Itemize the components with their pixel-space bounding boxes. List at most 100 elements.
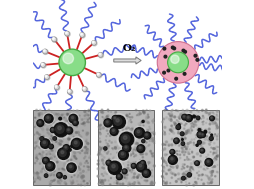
Circle shape <box>56 161 58 163</box>
Circle shape <box>64 176 66 178</box>
Circle shape <box>207 167 208 169</box>
Circle shape <box>216 150 218 152</box>
Circle shape <box>74 141 77 144</box>
Circle shape <box>65 32 70 36</box>
Text: O₂: O₂ <box>123 44 137 53</box>
Circle shape <box>212 122 214 125</box>
Circle shape <box>190 166 192 168</box>
Circle shape <box>138 146 142 151</box>
Circle shape <box>42 140 47 146</box>
Circle shape <box>210 141 211 142</box>
Circle shape <box>125 159 126 160</box>
Circle shape <box>171 115 173 116</box>
Circle shape <box>174 123 177 125</box>
Circle shape <box>115 127 116 128</box>
Circle shape <box>204 138 206 140</box>
Circle shape <box>109 124 111 126</box>
Circle shape <box>53 174 55 176</box>
Circle shape <box>69 150 70 152</box>
Circle shape <box>171 138 173 140</box>
Circle shape <box>162 143 164 146</box>
Circle shape <box>47 116 49 119</box>
Circle shape <box>145 133 149 137</box>
Circle shape <box>34 181 35 182</box>
Circle shape <box>43 141 45 144</box>
Circle shape <box>69 169 71 171</box>
Circle shape <box>54 171 55 172</box>
Circle shape <box>51 121 52 122</box>
Circle shape <box>122 144 123 146</box>
Circle shape <box>106 152 108 154</box>
Circle shape <box>76 148 78 149</box>
Circle shape <box>178 110 179 112</box>
Circle shape <box>195 161 199 166</box>
Bar <box>98 110 154 185</box>
Circle shape <box>200 144 202 146</box>
Circle shape <box>45 114 47 116</box>
Circle shape <box>186 158 189 160</box>
Circle shape <box>201 109 203 111</box>
Circle shape <box>60 172 62 174</box>
Circle shape <box>165 182 167 184</box>
Circle shape <box>41 63 45 67</box>
Circle shape <box>170 119 172 121</box>
Circle shape <box>107 109 109 110</box>
Circle shape <box>132 168 133 169</box>
Circle shape <box>174 151 176 153</box>
Circle shape <box>212 148 214 149</box>
Circle shape <box>57 116 58 117</box>
Circle shape <box>88 122 89 123</box>
Circle shape <box>211 173 212 174</box>
Circle shape <box>216 155 218 156</box>
Circle shape <box>64 119 65 120</box>
Circle shape <box>100 124 101 126</box>
Circle shape <box>198 127 199 129</box>
Circle shape <box>112 132 114 134</box>
Circle shape <box>102 183 104 185</box>
Circle shape <box>87 145 88 146</box>
Circle shape <box>188 153 189 154</box>
Circle shape <box>216 139 218 140</box>
Circle shape <box>61 180 62 182</box>
Circle shape <box>162 121 163 123</box>
Circle shape <box>208 154 209 155</box>
Circle shape <box>100 111 103 113</box>
Circle shape <box>164 182 166 184</box>
Circle shape <box>162 150 164 151</box>
Circle shape <box>186 178 187 179</box>
Circle shape <box>122 129 124 130</box>
Circle shape <box>161 176 163 177</box>
Circle shape <box>68 164 70 166</box>
Circle shape <box>57 181 59 184</box>
Circle shape <box>200 128 201 129</box>
Circle shape <box>56 114 57 115</box>
Circle shape <box>59 49 85 76</box>
Circle shape <box>52 137 53 138</box>
Circle shape <box>122 133 123 134</box>
Circle shape <box>67 128 71 132</box>
Circle shape <box>181 168 183 170</box>
Circle shape <box>202 174 203 175</box>
Circle shape <box>63 176 66 179</box>
Circle shape <box>39 163 41 164</box>
Circle shape <box>50 113 51 114</box>
Circle shape <box>89 181 90 182</box>
Circle shape <box>68 164 74 170</box>
Circle shape <box>182 109 183 111</box>
Circle shape <box>99 138 100 139</box>
Circle shape <box>45 149 47 150</box>
Circle shape <box>139 111 140 112</box>
Circle shape <box>43 158 44 160</box>
Circle shape <box>204 130 207 133</box>
Circle shape <box>186 109 188 112</box>
Circle shape <box>205 136 207 137</box>
Circle shape <box>203 121 204 122</box>
Circle shape <box>201 144 202 145</box>
Circle shape <box>215 176 216 177</box>
Circle shape <box>121 153 124 155</box>
Circle shape <box>110 154 111 155</box>
Circle shape <box>198 132 202 136</box>
Circle shape <box>143 125 144 126</box>
Circle shape <box>208 143 209 144</box>
Circle shape <box>127 148 129 150</box>
